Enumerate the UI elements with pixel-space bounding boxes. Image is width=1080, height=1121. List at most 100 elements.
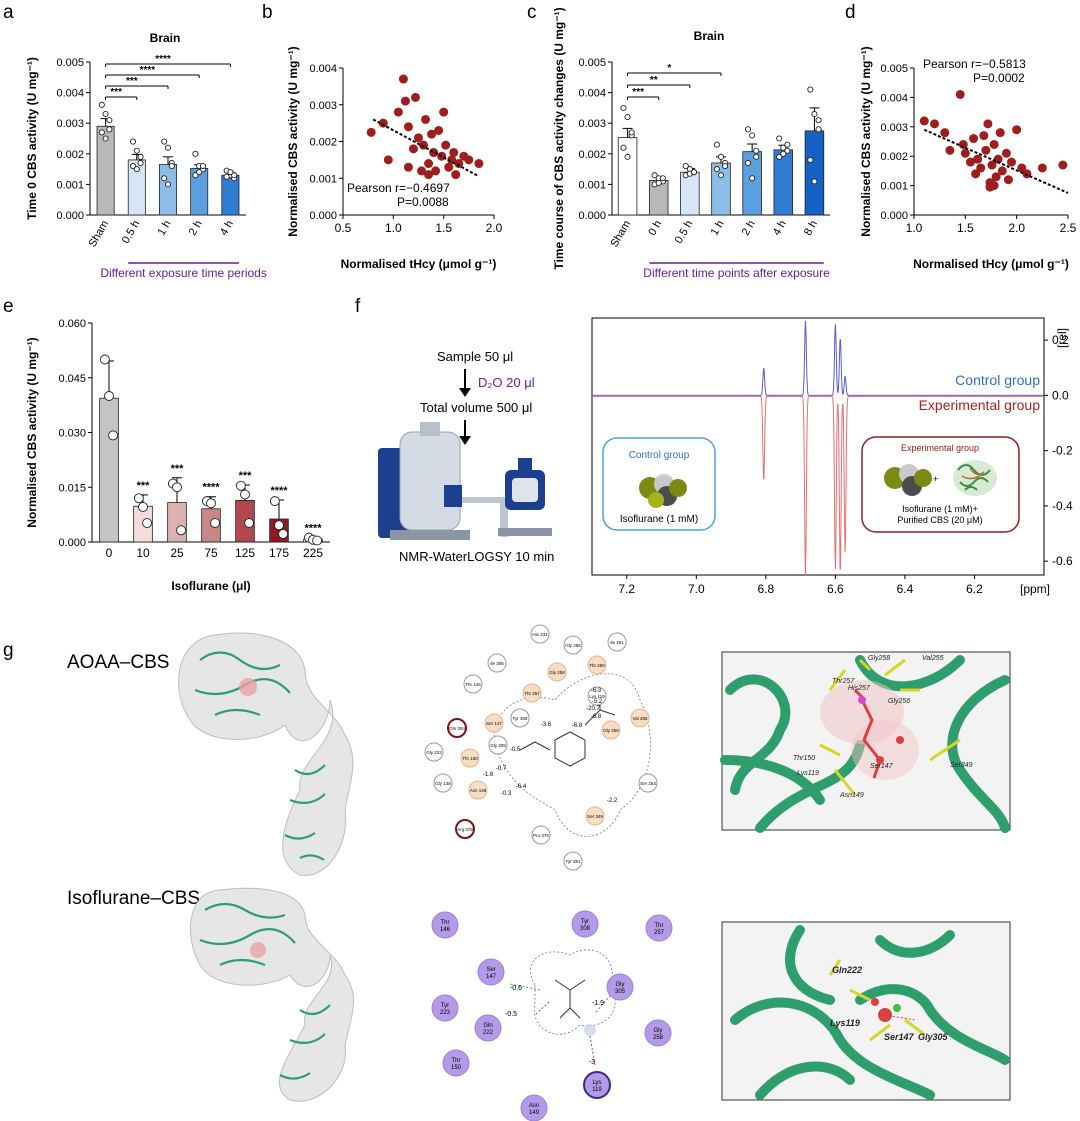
significance-label: *** — [110, 87, 122, 98]
data-point — [403, 122, 413, 132]
residue-3d-label: Thr150 — [793, 755, 815, 762]
render2-labels: Gln222 Lys119 Ser147 Gly305 — [830, 965, 949, 1042]
significance-label: **** — [140, 65, 156, 76]
y-tick-label: 0.003 — [880, 122, 908, 134]
data-point — [807, 86, 814, 93]
data-point — [106, 117, 113, 124]
residue-pill — [468, 780, 488, 800]
x-axis-label: [ppm] — [1020, 582, 1050, 596]
panel-letter-e: e — [3, 296, 14, 317]
residue-pill — [520, 1094, 548, 1121]
x-tick-label: 175 — [269, 546, 289, 560]
data-point — [231, 172, 238, 179]
residue-label: Ile 201 — [610, 640, 624, 645]
x-tick-label: 6.4 — [897, 582, 914, 596]
residue-name: Thr — [441, 920, 450, 926]
residue-pill — [630, 708, 650, 728]
residue-pill — [447, 718, 467, 738]
residue-pill — [442, 1049, 470, 1077]
row1-label: AOAA–CBS — [67, 652, 169, 673]
residue-pill — [587, 655, 607, 675]
aoaa-cbs-protein-surface — [178, 632, 354, 876]
data-point — [410, 92, 420, 102]
residue-name: Gly — [654, 1028, 663, 1034]
chart-a: 0.000 0.001 0.002 0.003 0.004 0.005 Time 0 CBS… — [25, 31, 267, 280]
y-tick-label: 0.004 — [880, 92, 908, 104]
data-point — [474, 159, 484, 169]
x-tick-label: 0.5 — [335, 221, 352, 235]
x-axis-label: Isoflurane (μl) — [171, 579, 250, 593]
residue-name: Tyr — [581, 919, 589, 925]
data-point — [749, 132, 756, 139]
significance-label: *** — [632, 87, 644, 98]
data-point — [378, 118, 388, 128]
x-tick-label: 125 — [235, 546, 255, 560]
data-point — [441, 140, 451, 150]
y-tick-label: -0.4 — [1052, 499, 1073, 513]
data-point — [439, 107, 449, 117]
residue-3d-label: Lys119 — [797, 770, 819, 777]
stat-r: Pearson r=−0.4697 — [347, 181, 450, 195]
data-point — [192, 150, 199, 157]
y-tick-label: 0.2 — [1052, 333, 1069, 347]
residue-pill — [547, 662, 567, 682]
residue-pill — [607, 632, 627, 652]
chart-b: 0.000 0.001 0.002 0.003 0.004 0.5 1.0 1.5 2.0 Pea… — [286, 46, 503, 271]
data-point — [993, 154, 1003, 164]
residue-number: 146 — [440, 927, 451, 933]
residue-pill — [644, 1019, 672, 1047]
experimental-group-box: Experimental group + Isoflurane (1 mM)+ … — [861, 436, 1020, 533]
data-point — [98, 101, 105, 108]
residue-label: Arg 378 — [457, 827, 473, 832]
residue-pill — [431, 911, 459, 939]
data-point — [454, 159, 464, 169]
y-tick-label: 0.000 — [58, 537, 86, 549]
data-point — [973, 154, 983, 164]
residue-number: 147 — [486, 974, 497, 980]
data-point — [196, 169, 203, 176]
data-point — [976, 163, 986, 173]
data-point — [717, 153, 725, 160]
data-point — [749, 175, 756, 182]
residue-pill — [460, 748, 480, 768]
residue-number: 258 — [653, 1035, 664, 1041]
residue-label: Thr 257 — [524, 691, 540, 696]
data-point — [240, 489, 250, 500]
significance-label: *** — [239, 470, 253, 482]
data-point — [989, 181, 999, 191]
data-point — [811, 110, 818, 118]
residue-label: His 232 — [532, 632, 548, 637]
row2-label: Isoflurane–CBS — [67, 888, 200, 909]
residue-pill — [638, 773, 658, 793]
data-point — [421, 114, 431, 124]
data-point — [620, 144, 627, 151]
y-tick-label: 0.000 — [56, 210, 84, 222]
data-point — [713, 166, 720, 173]
significance-label: * — [667, 63, 671, 74]
x-tick-label: 0.5 h — [673, 219, 696, 246]
spectrum-axes: 7.2 7.0 6.8 6.6 6.4 6.2 [ppm] 0.2 0.0 -0.2 -0.4 -0.… — [618, 328, 1073, 596]
data-point — [464, 155, 474, 165]
plus-sign: + — [933, 474, 938, 484]
nmr-method: NMR-WaterLOGSY 10 min — [399, 549, 554, 564]
data-point — [979, 131, 989, 141]
y-tick-label: 0.015 — [58, 482, 86, 494]
residue-number: 305 — [615, 989, 626, 995]
residue-3d-label: Thr257 — [832, 678, 855, 685]
residue-pill — [463, 674, 483, 694]
data-point — [210, 518, 221, 528]
data-point — [451, 170, 461, 180]
cbs-protein-icon — [953, 460, 997, 496]
residue-3d-label: Val255 — [922, 655, 944, 662]
x-tick-label: 1.0 — [906, 221, 923, 235]
residue-pill — [601, 720, 621, 740]
panel-g-docking: AOAA–CBS Isoflurane–CBS — [67, 624, 1011, 1121]
residue-pill — [474, 1014, 502, 1042]
data-point — [780, 144, 787, 151]
chart-f: 7.2 7.0 6.8 6.6 6.4 6.2 [ppm] 0.2 0.0 -0.2 -0.4 -0.… — [591, 317, 1073, 596]
residue-pill — [530, 624, 550, 644]
x-tick-label: 225 — [303, 546, 323, 560]
data-point — [133, 147, 140, 154]
significance-label: **** — [202, 482, 220, 494]
stat-r: Pearson r=−0.5813 — [923, 57, 1026, 71]
